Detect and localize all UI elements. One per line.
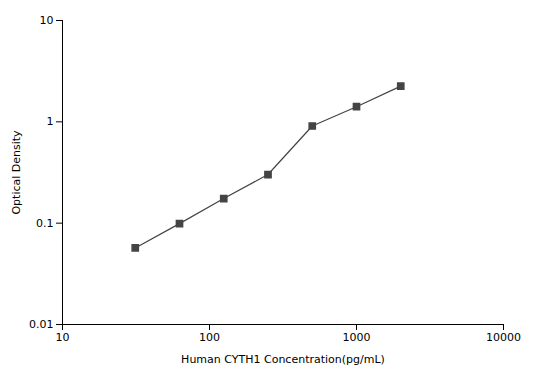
svg-text:Human CYTH1 Concentration(pg/m: Human CYTH1 Concentration(pg/mL) (181, 353, 385, 366)
svg-text:1000: 1000 (343, 331, 371, 344)
svg-text:10: 10 (40, 14, 54, 27)
svg-text:0.1: 0.1 (36, 217, 54, 230)
svg-text:1: 1 (47, 115, 54, 128)
svg-text:10000: 10000 (486, 331, 521, 344)
svg-text:10: 10 (56, 331, 70, 344)
svg-text:100: 100 (199, 331, 220, 344)
svg-text:0.01: 0.01 (29, 318, 54, 331)
svg-text:Optical Density: Optical Density (10, 130, 23, 215)
